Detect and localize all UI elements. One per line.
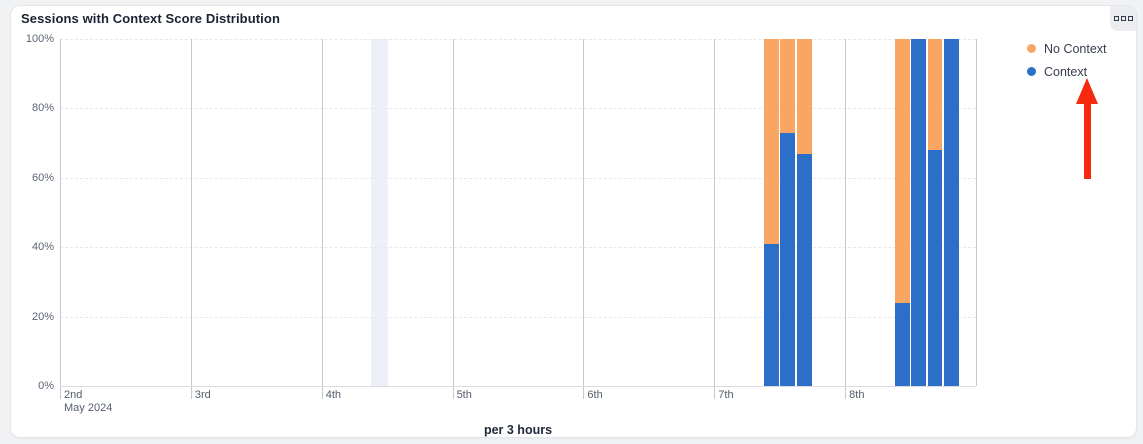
y-gridline bbox=[60, 316, 976, 318]
legend-item-no-context[interactable]: No Context bbox=[1027, 37, 1107, 60]
more-options-icon bbox=[1127, 16, 1133, 21]
bar-segment-context[interactable] bbox=[894, 302, 910, 386]
y-axis-tick-label: 60% bbox=[31, 171, 54, 184]
x-axis-tick bbox=[583, 386, 585, 399]
chart-title: Sessions with Context Score Distribution bbox=[21, 11, 280, 26]
bar-segment-no-context[interactable] bbox=[927, 39, 943, 151]
highlight-band bbox=[370, 39, 389, 386]
y-axis-tick-label: 100% bbox=[25, 33, 54, 45]
x-axis-month-label: May 2024 bbox=[64, 402, 113, 414]
bar-segment-context[interactable] bbox=[796, 153, 812, 386]
legend: No Context Context bbox=[1027, 37, 1107, 83]
x-gridline bbox=[190, 39, 192, 386]
x-gridline bbox=[976, 39, 977, 386]
bar-segment-context[interactable] bbox=[780, 132, 796, 386]
y-axis-tick-label: 20% bbox=[31, 310, 54, 323]
chart-card: Sessions with Context Score Distribution… bbox=[10, 5, 1137, 438]
more-options-icon bbox=[1120, 16, 1126, 21]
arrow-head bbox=[1076, 78, 1098, 104]
x-axis-tick bbox=[714, 386, 716, 399]
x-axis-tick-label: 7th bbox=[718, 389, 734, 401]
bar-segment-context[interactable] bbox=[763, 243, 779, 386]
x-axis-tick bbox=[845, 386, 847, 399]
legend-dot bbox=[1027, 67, 1036, 76]
x-gridline bbox=[714, 39, 716, 386]
legend-item-context[interactable]: Context bbox=[1027, 60, 1107, 83]
x-gridline bbox=[845, 39, 847, 386]
x-gridline bbox=[452, 39, 454, 386]
bar-segment-no-context[interactable] bbox=[894, 39, 910, 303]
stacked-bar-chart: 0% 20% 40% 60% 80% 100% 2nd May 2024 3rd 4th 5th 6t… bbox=[11, 6, 1136, 437]
x-axis-baseline bbox=[60, 386, 976, 387]
bar-segment-context[interactable] bbox=[927, 150, 943, 386]
y-gridline bbox=[60, 247, 976, 249]
bar-segment-context[interactable] bbox=[943, 39, 959, 386]
bar-segment-no-context[interactable] bbox=[763, 39, 779, 244]
arrow-shaft bbox=[1083, 102, 1091, 179]
legend-label: No Context bbox=[1044, 41, 1107, 56]
more-options-button[interactable] bbox=[1110, 6, 1136, 31]
y-axis-tick-label: 80% bbox=[31, 102, 54, 115]
x-axis-tick-label: 3rd bbox=[194, 389, 211, 401]
x-gridline bbox=[321, 39, 323, 386]
x-axis-tick-label: 2nd bbox=[64, 389, 83, 401]
y-gridline bbox=[60, 177, 976, 179]
x-axis-title: per 3 hours bbox=[483, 423, 553, 437]
bar-segment-no-context[interactable] bbox=[780, 39, 796, 133]
x-axis-tick bbox=[60, 386, 61, 399]
x-axis-tick bbox=[452, 386, 454, 399]
y-gridline bbox=[60, 108, 976, 110]
x-axis-tick-label: 5th bbox=[456, 389, 472, 401]
more-options-icon bbox=[1113, 16, 1119, 21]
x-axis-tick-label: 6th bbox=[587, 389, 603, 401]
x-axis-tick bbox=[321, 386, 323, 399]
x-axis-tick bbox=[190, 386, 192, 399]
legend-label: Context bbox=[1044, 64, 1088, 79]
y-gridline bbox=[60, 39, 976, 40]
y-axis-tick-label: 0% bbox=[38, 380, 54, 392]
legend-dot bbox=[1027, 44, 1036, 53]
bar-segment-no-context[interactable] bbox=[796, 39, 812, 154]
x-axis-tick-label: 4th bbox=[325, 389, 341, 401]
x-gridline bbox=[60, 39, 61, 386]
x-gridline bbox=[583, 39, 585, 386]
bar-segment-context[interactable] bbox=[911, 39, 927, 386]
y-axis-tick-label: 40% bbox=[31, 241, 54, 254]
x-axis-tick-label: 8th bbox=[849, 389, 865, 401]
